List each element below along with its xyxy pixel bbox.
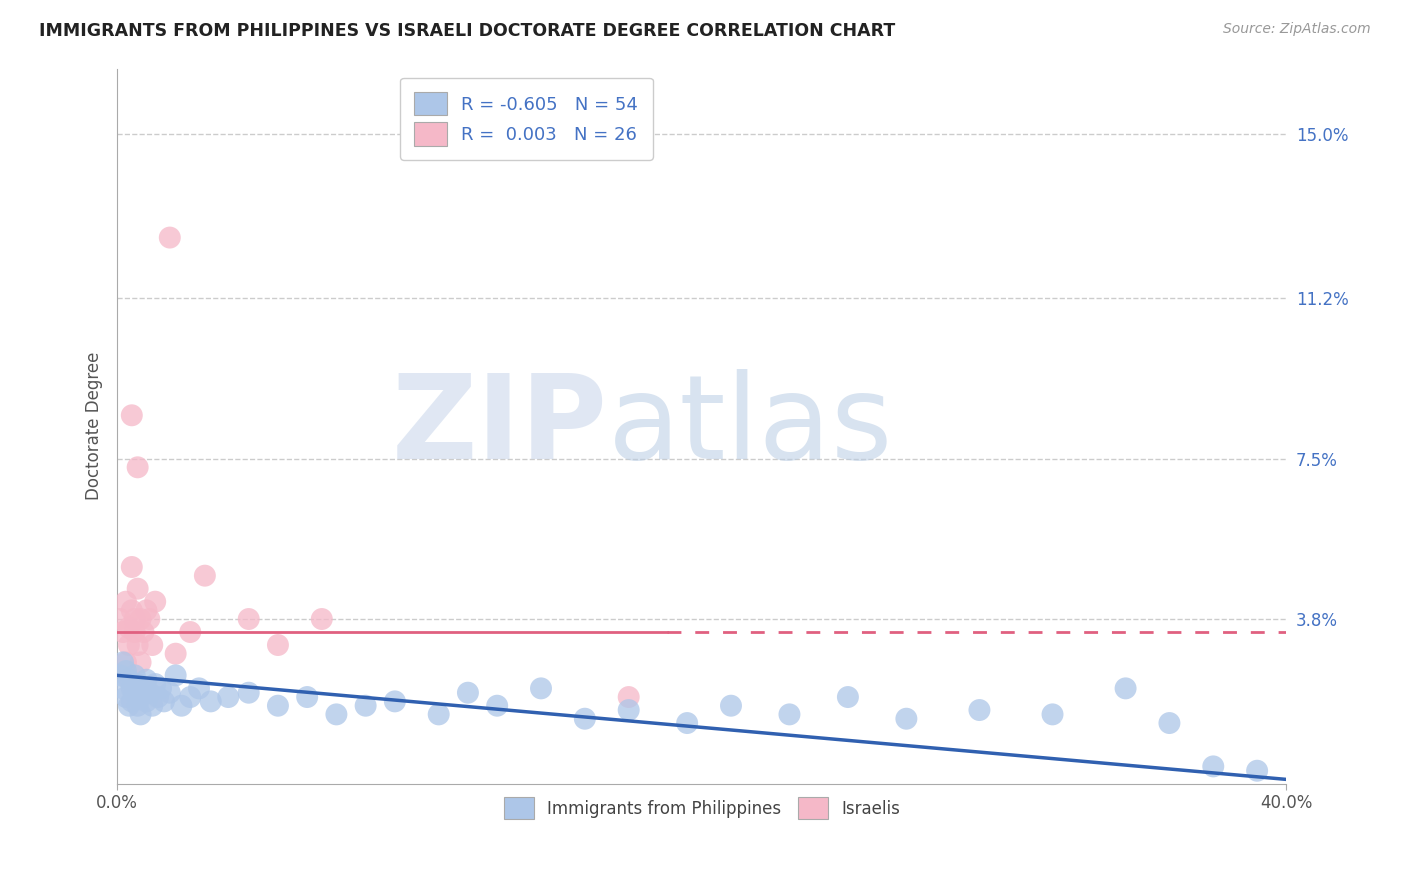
Point bbox=[118, 638, 141, 652]
Point bbox=[141, 698, 163, 713]
Point bbox=[127, 698, 149, 713]
Point bbox=[188, 681, 211, 696]
Point bbox=[295, 690, 318, 704]
Point bbox=[1159, 716, 1181, 731]
Point bbox=[1042, 707, 1064, 722]
Point bbox=[143, 677, 166, 691]
Point bbox=[132, 681, 155, 696]
Point bbox=[896, 712, 918, 726]
Point bbox=[141, 638, 163, 652]
Point bbox=[118, 621, 141, 635]
Point bbox=[676, 716, 699, 731]
Point bbox=[238, 686, 260, 700]
Point bbox=[121, 694, 143, 708]
Point bbox=[267, 638, 290, 652]
Point bbox=[121, 409, 143, 423]
Point bbox=[115, 690, 138, 704]
Point bbox=[129, 690, 152, 704]
Point bbox=[124, 668, 146, 682]
Point bbox=[124, 612, 146, 626]
Point bbox=[150, 681, 173, 696]
Point bbox=[129, 707, 152, 722]
Point bbox=[325, 707, 347, 722]
Point bbox=[121, 603, 143, 617]
Point bbox=[121, 681, 143, 696]
Point bbox=[112, 625, 135, 640]
Point bbox=[354, 698, 377, 713]
Point bbox=[486, 698, 509, 713]
Point bbox=[112, 681, 135, 696]
Point bbox=[200, 694, 222, 708]
Text: IMMIGRANTS FROM PHILIPPINES VS ISRAELI DOCTORATE DEGREE CORRELATION CHART: IMMIGRANTS FROM PHILIPPINES VS ISRAELI D… bbox=[39, 22, 896, 40]
Point bbox=[108, 668, 131, 682]
Point bbox=[115, 664, 138, 678]
Point bbox=[132, 625, 155, 640]
Point bbox=[135, 694, 157, 708]
Point bbox=[267, 698, 290, 713]
Y-axis label: Doctorate Degree: Doctorate Degree bbox=[86, 352, 103, 500]
Point bbox=[146, 690, 169, 704]
Point bbox=[124, 686, 146, 700]
Point bbox=[115, 595, 138, 609]
Point bbox=[179, 625, 201, 640]
Point bbox=[127, 638, 149, 652]
Point bbox=[153, 694, 176, 708]
Point bbox=[159, 686, 181, 700]
Legend: Immigrants from Philippines, Israelis: Immigrants from Philippines, Israelis bbox=[496, 790, 907, 825]
Point bbox=[1202, 759, 1225, 773]
Point bbox=[574, 712, 596, 726]
Text: atlas: atlas bbox=[609, 368, 894, 483]
Point bbox=[457, 686, 479, 700]
Point bbox=[118, 673, 141, 687]
Text: ZIP: ZIP bbox=[392, 368, 609, 483]
Point bbox=[384, 694, 406, 708]
Point bbox=[165, 647, 187, 661]
Point bbox=[129, 612, 152, 626]
Point bbox=[121, 560, 143, 574]
Point bbox=[138, 612, 160, 626]
Point bbox=[969, 703, 991, 717]
Point bbox=[112, 656, 135, 670]
Point bbox=[720, 698, 742, 713]
Point bbox=[179, 690, 201, 704]
Point bbox=[217, 690, 239, 704]
Point bbox=[1246, 764, 1268, 778]
Point bbox=[127, 460, 149, 475]
Point bbox=[311, 612, 333, 626]
Point bbox=[135, 603, 157, 617]
Point bbox=[129, 656, 152, 670]
Point bbox=[127, 677, 149, 691]
Point bbox=[778, 707, 800, 722]
Point bbox=[617, 703, 640, 717]
Point bbox=[135, 673, 157, 687]
Point bbox=[127, 582, 149, 596]
Point bbox=[837, 690, 859, 704]
Point bbox=[124, 625, 146, 640]
Point bbox=[165, 668, 187, 682]
Point bbox=[194, 568, 217, 582]
Point bbox=[143, 595, 166, 609]
Point bbox=[427, 707, 450, 722]
Point bbox=[530, 681, 553, 696]
Point bbox=[238, 612, 260, 626]
Point bbox=[138, 686, 160, 700]
Point bbox=[170, 698, 193, 713]
Point bbox=[118, 698, 141, 713]
Point bbox=[115, 656, 138, 670]
Point bbox=[159, 230, 181, 244]
Point bbox=[1115, 681, 1137, 696]
Point bbox=[617, 690, 640, 704]
Point bbox=[108, 612, 131, 626]
Text: Source: ZipAtlas.com: Source: ZipAtlas.com bbox=[1223, 22, 1371, 37]
